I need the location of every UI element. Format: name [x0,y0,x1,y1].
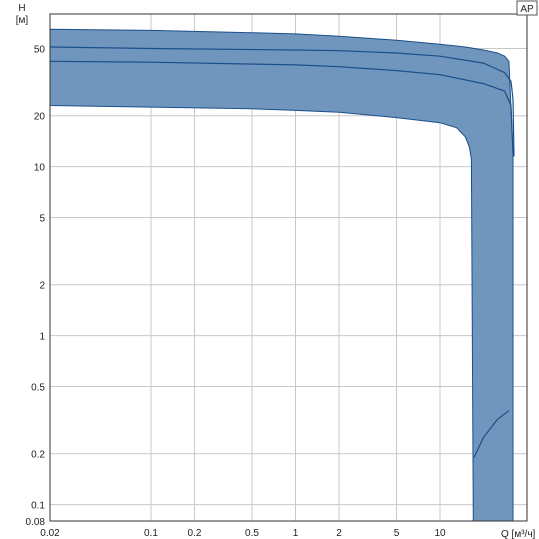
plot-frame [49,13,528,522]
x-axis-label: Q [м³/ч] [501,529,536,539]
y-tick-label: 2 [39,281,45,292]
y-tick-label: 0.08 [26,517,46,528]
y-axis-label-line1: H [18,3,25,14]
x-tick-label: 2 [336,528,342,539]
y-tick-label: 10 [34,163,46,174]
y-tick-label: 5 [39,213,45,224]
plot-marks [49,28,515,522]
y-tick-label: 50 [34,44,46,55]
x-tick-label: 0.1 [144,528,158,539]
y-tick-labels: 0.08 0.1 0.2 0.5 1 2 5 10 20 50 [26,44,46,528]
x-tick-label: 0.02 [40,528,60,539]
x-tick-label: 1 [293,528,299,539]
x-tick-label: 0.5 [245,528,259,539]
operating-area [49,28,514,522]
y-axis-label-line2: [м] [16,15,29,26]
y-tick-label: 0.1 [31,501,45,512]
x-tick-label: 5 [394,528,400,539]
x-tick-label: 0.2 [188,528,202,539]
y-tick-label: 0.5 [31,382,45,393]
series-line-3 [473,410,510,458]
y-tick-label: 0.2 [31,450,45,461]
x-tick-labels: 0.02 0.1 0.2 0.5 1 2 5 10 [40,528,446,539]
series-line-1 [49,46,515,157]
y-tick-label: 1 [39,332,45,343]
ap-badge: AP [516,0,538,16]
series-line-2 [49,60,514,154]
x-tick-label: 10 [434,528,446,539]
ap-badge-label: AP [520,4,534,15]
y-tick-label: 20 [34,112,46,123]
